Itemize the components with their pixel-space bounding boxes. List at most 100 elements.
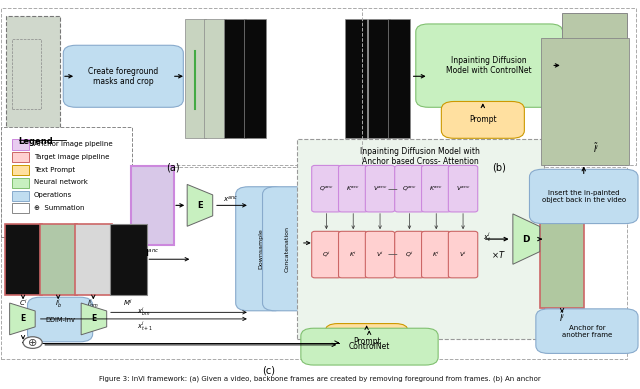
Text: $Q^i$: $Q^i$ [405, 250, 413, 259]
FancyBboxPatch shape [12, 191, 29, 201]
Text: $M^i$: $M^i$ [124, 297, 133, 308]
FancyBboxPatch shape [422, 231, 451, 278]
Text: Anchor image pipeline: Anchor image pipeline [34, 141, 113, 147]
FancyBboxPatch shape [12, 165, 29, 175]
Text: $K^{anc}$: $K^{anc}$ [429, 185, 444, 193]
Polygon shape [187, 184, 212, 226]
Text: $K^{anc}$: $K^{anc}$ [346, 185, 360, 193]
Text: $\mathbf{I}^{anc}$: $\mathbf{I}^{anc}$ [145, 247, 160, 258]
FancyBboxPatch shape [262, 187, 312, 311]
Text: E: E [92, 314, 97, 323]
Text: $V^{anc}$: $V^{anc}$ [373, 185, 387, 193]
Text: $x^{anc}$: $x^{anc}$ [223, 194, 238, 204]
FancyBboxPatch shape [40, 224, 77, 295]
FancyBboxPatch shape [312, 231, 341, 278]
FancyBboxPatch shape [12, 203, 29, 214]
FancyBboxPatch shape [1, 127, 132, 237]
Text: E: E [197, 201, 203, 210]
Text: $V^i$: $V^i$ [376, 250, 384, 259]
FancyBboxPatch shape [536, 309, 638, 354]
Text: $Q^{anc}$: $Q^{anc}$ [402, 185, 417, 193]
FancyBboxPatch shape [12, 152, 29, 162]
Text: (b): (b) [492, 162, 506, 172]
Text: E: E [20, 314, 25, 323]
Text: Insert the in-painted
object back in the video: Insert the in-painted object back in the… [541, 190, 626, 203]
FancyBboxPatch shape [204, 19, 226, 138]
Text: Inpainting Diffusion
Model with ControlNet: Inpainting Diffusion Model with ControlN… [447, 56, 532, 75]
FancyBboxPatch shape [529, 169, 638, 224]
Text: $Q^i$: $Q^i$ [322, 250, 331, 259]
FancyBboxPatch shape [312, 165, 341, 212]
Text: $x^i_t$: $x^i_t$ [483, 230, 492, 244]
Text: DDIM-Inv: DDIM-Inv [45, 317, 75, 322]
Text: $x^i_{bm}$: $x^i_{bm}$ [137, 306, 150, 319]
FancyBboxPatch shape [184, 19, 206, 138]
Text: Anchor for
another frame: Anchor for another frame [562, 325, 612, 338]
FancyBboxPatch shape [75, 224, 112, 295]
FancyBboxPatch shape [339, 231, 368, 278]
FancyBboxPatch shape [562, 13, 627, 140]
FancyBboxPatch shape [365, 231, 395, 278]
Text: —: — [388, 184, 397, 194]
Text: Neural network: Neural network [34, 179, 88, 186]
Text: $I^i_{bm}$: $I^i_{bm}$ [88, 297, 99, 310]
FancyBboxPatch shape [395, 231, 424, 278]
FancyBboxPatch shape [395, 165, 424, 212]
FancyBboxPatch shape [339, 165, 368, 212]
Text: Create foreground
masks and crop: Create foreground masks and crop [88, 67, 159, 86]
Text: $V^i$: $V^i$ [459, 250, 467, 259]
Text: Inpainting Diffusion Model with
Anchor based Cross- Attention: Inpainting Diffusion Model with Anchor b… [360, 147, 480, 166]
FancyBboxPatch shape [28, 297, 93, 342]
Text: $K^i$: $K^i$ [433, 250, 440, 259]
Text: Text Prompt: Text Prompt [34, 167, 75, 173]
Text: $I^i_b$: $I^i_b$ [54, 297, 61, 310]
FancyBboxPatch shape [345, 19, 367, 138]
Text: Concatenation: Concatenation [285, 226, 290, 272]
FancyBboxPatch shape [449, 231, 477, 278]
Text: ControlNet: ControlNet [349, 342, 390, 351]
FancyBboxPatch shape [365, 165, 395, 212]
Text: ⊕: ⊕ [28, 338, 37, 347]
Polygon shape [513, 214, 540, 264]
Text: $x^i_{t+1}$: $x^i_{t+1}$ [137, 319, 153, 333]
FancyBboxPatch shape [12, 140, 29, 149]
Text: $K^i$: $K^i$ [349, 250, 357, 259]
FancyBboxPatch shape [368, 19, 390, 138]
Text: $\times T$: $\times T$ [491, 249, 506, 260]
FancyBboxPatch shape [449, 165, 477, 212]
FancyBboxPatch shape [63, 45, 183, 107]
Text: —: — [388, 250, 397, 259]
Text: $C^i$: $C^i$ [19, 297, 28, 308]
FancyBboxPatch shape [388, 19, 410, 138]
Text: (c): (c) [262, 365, 275, 375]
Text: ⊕  Summation: ⊕ Summation [34, 205, 84, 211]
Text: $\tilde{I}^i$: $\tilde{I}^i$ [593, 141, 599, 155]
Text: Figure 3: InVi framework: (a) Given a video, backbone frames are created by remo: Figure 3: InVi framework: (a) Given a vi… [99, 375, 541, 382]
FancyBboxPatch shape [244, 19, 266, 138]
FancyBboxPatch shape [131, 166, 174, 245]
Polygon shape [10, 303, 35, 335]
FancyBboxPatch shape [12, 178, 29, 188]
FancyBboxPatch shape [110, 224, 147, 295]
FancyBboxPatch shape [224, 19, 246, 138]
FancyBboxPatch shape [297, 139, 543, 339]
FancyBboxPatch shape [540, 220, 584, 308]
FancyBboxPatch shape [416, 24, 563, 107]
Text: D: D [522, 235, 530, 244]
Text: Legend: Legend [19, 137, 53, 146]
FancyBboxPatch shape [541, 38, 629, 165]
Text: $\tilde{I}^i$: $\tilde{I}^i$ [559, 311, 565, 324]
Text: Prompt: Prompt [469, 116, 497, 124]
Text: Operations: Operations [34, 192, 72, 198]
Circle shape [23, 337, 42, 349]
FancyBboxPatch shape [422, 165, 451, 212]
Text: $V^{anc}$: $V^{anc}$ [456, 185, 470, 193]
Text: (a): (a) [166, 162, 180, 172]
FancyBboxPatch shape [325, 324, 408, 358]
FancyBboxPatch shape [442, 102, 524, 138]
FancyBboxPatch shape [236, 187, 285, 311]
Text: Downsample: Downsample [258, 228, 263, 269]
FancyBboxPatch shape [301, 328, 438, 365]
Text: Prompt: Prompt [353, 336, 380, 345]
Text: $Q^{anc}$: $Q^{anc}$ [319, 185, 334, 193]
